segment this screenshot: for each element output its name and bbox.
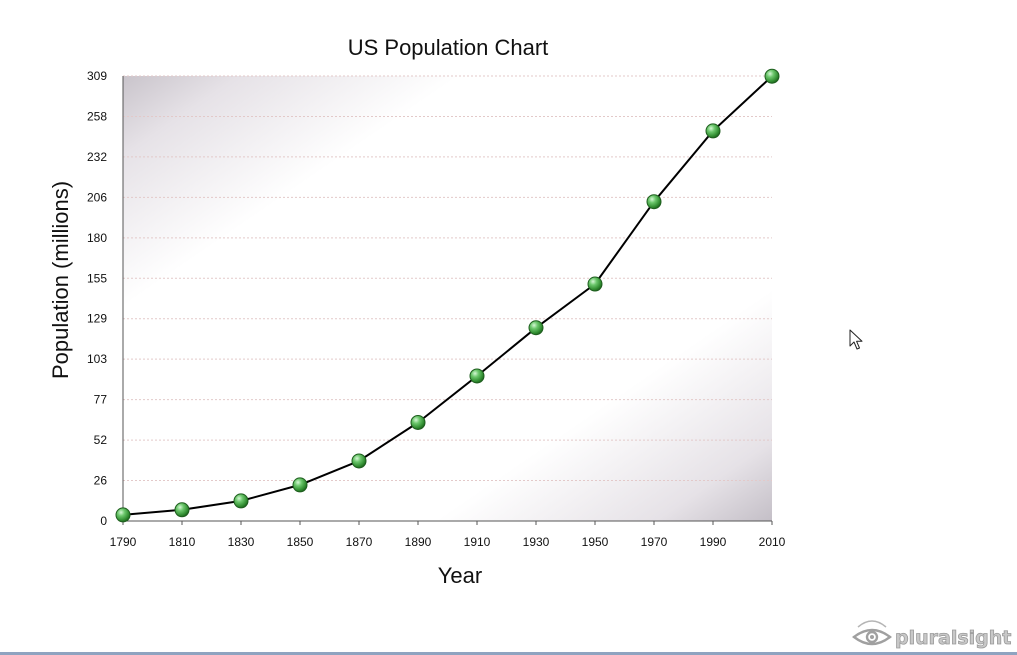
plot-background — [123, 76, 772, 521]
data-point — [410, 414, 426, 430]
data-point — [469, 368, 485, 384]
data-point — [764, 68, 780, 84]
x-tick-labels: 1790 1810 1830 1850 1870 1890 1910 1930 1950 1970… — [110, 521, 786, 549]
y-tick-labels: 0 26 52 77 103 129 155 180 206 232 258 309 — [87, 69, 107, 528]
y-tick-label: 309 — [87, 69, 107, 83]
x-tick-label: 1930 — [523, 535, 550, 549]
data-point — [174, 502, 190, 518]
x-tick-label: 1890 — [405, 535, 432, 549]
y-tick-label: 0 — [100, 514, 107, 528]
y-tick-label: 26 — [94, 474, 108, 488]
data-point — [292, 477, 308, 493]
x-axis-title: Year — [438, 563, 482, 588]
data-point — [705, 123, 721, 139]
x-tick-label: 1910 — [464, 535, 491, 549]
x-tick-label: 1830 — [228, 535, 255, 549]
gridlines — [123, 75, 772, 482]
y-tick-label: 129 — [87, 312, 107, 326]
data-point — [587, 276, 603, 292]
data-point — [528, 320, 544, 336]
y-axis-title: Population (millions) — [48, 181, 73, 379]
series-line-group — [115, 68, 780, 523]
y-tick-label: 77 — [94, 393, 108, 407]
y-tick-label: 155 — [87, 271, 107, 285]
y-tick-label: 232 — [87, 150, 107, 164]
y-tick-label: 103 — [87, 352, 107, 366]
x-tick-label: 2010 — [759, 535, 786, 549]
y-tick-label: 52 — [94, 433, 108, 447]
data-point — [233, 493, 249, 509]
x-tick-label: 1990 — [700, 535, 727, 549]
watermark: pluralsight — [852, 620, 1012, 649]
window-bottom-edge — [0, 652, 1017, 655]
series-line — [122, 75, 773, 516]
watermark-text: pluralsight — [895, 627, 1011, 649]
x-tick-label: 1870 — [346, 535, 373, 549]
chart-title: US Population Chart — [348, 35, 549, 60]
x-tick-label: 1810 — [169, 535, 196, 549]
data-point — [351, 453, 367, 469]
x-tick-label: 1790 — [110, 535, 137, 549]
y-tick-label: 258 — [87, 109, 107, 123]
x-tick-label: 1850 — [287, 535, 314, 549]
data-point — [115, 507, 131, 523]
mouse-pointer-icon — [849, 329, 863, 350]
x-tick-label: 1950 — [582, 535, 609, 549]
y-tick-label: 206 — [87, 190, 107, 204]
data-point — [646, 194, 662, 210]
y-tick-label: 180 — [87, 231, 107, 245]
x-tick-label: 1970 — [641, 535, 668, 549]
eye-icon — [852, 620, 892, 646]
